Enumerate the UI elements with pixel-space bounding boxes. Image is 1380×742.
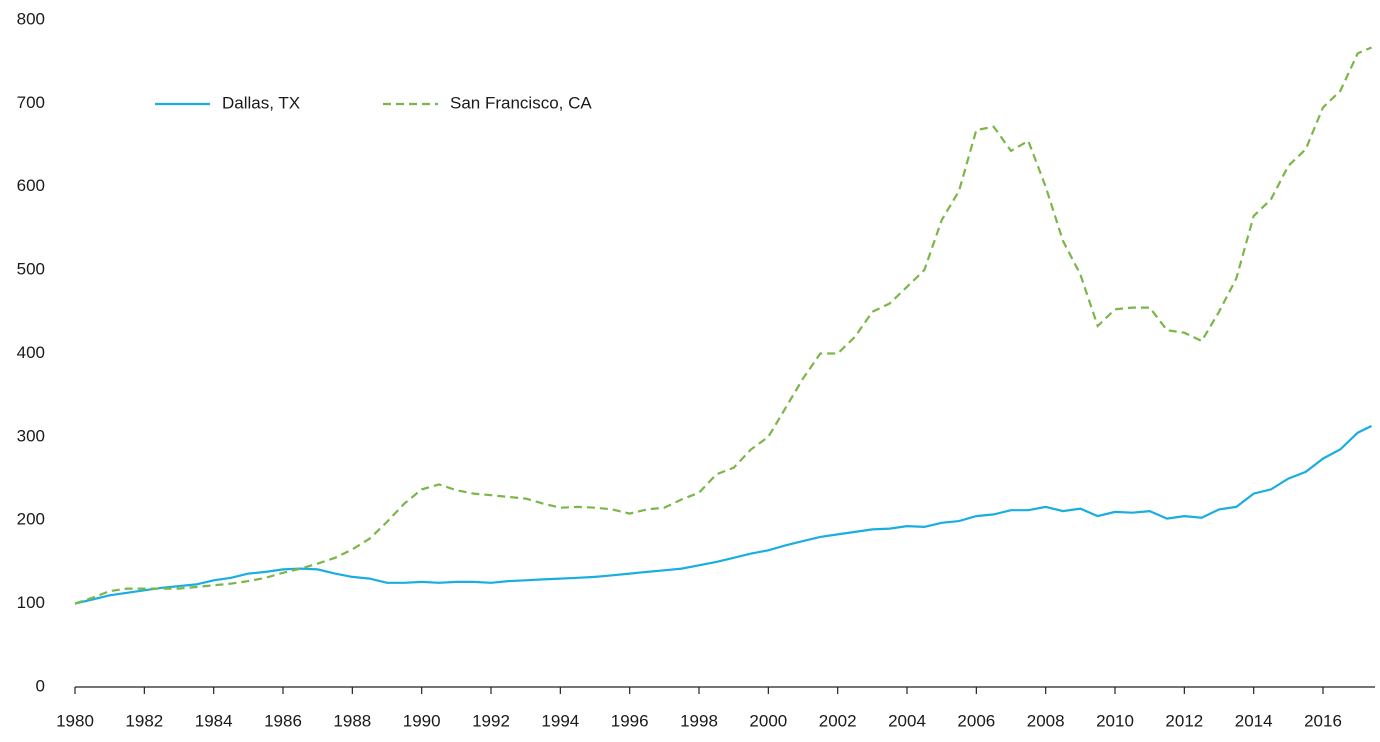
x-tick-label: 1988	[333, 711, 371, 730]
legend-label: San Francisco, CA	[450, 93, 592, 112]
series-line	[74, 46, 1372, 605]
x-tick-label: 1994	[541, 711, 579, 730]
x-tick-label: 2010	[1096, 711, 1134, 730]
x-tick-label: 1984	[195, 711, 233, 730]
x-tick-label: 2004	[888, 711, 926, 730]
x-tick-label: 2016	[1304, 711, 1342, 730]
x-tick-label: 1986	[264, 711, 302, 730]
x-tick-label: 2000	[749, 711, 787, 730]
y-tick-label: 400	[17, 343, 45, 362]
y-tick-label: 800	[17, 9, 45, 28]
y-tick-label: 600	[17, 176, 45, 195]
y-tick-label: 500	[17, 260, 45, 279]
y-tick-label: 300	[17, 426, 45, 445]
x-tick-label: 1990	[403, 711, 441, 730]
y-tick-label: 200	[17, 510, 45, 529]
y-tick-label: 0	[36, 676, 45, 695]
y-tick-label: 700	[17, 93, 45, 112]
x-tick-label: 2002	[819, 711, 857, 730]
x-tick-label: 2006	[957, 711, 995, 730]
x-tick-label: 1996	[611, 711, 649, 730]
x-tick-label: 2012	[1165, 711, 1203, 730]
legend-label: Dallas, TX	[222, 93, 300, 112]
x-tick-label: 1992	[472, 711, 510, 730]
x-tick-label: 1982	[125, 711, 163, 730]
x-tick-label: 1980	[56, 711, 94, 730]
x-tick-label: 2008	[1027, 711, 1065, 730]
x-tick-label: 1998	[680, 711, 718, 730]
x-tick-label: 2014	[1235, 711, 1273, 730]
y-tick-label: 100	[17, 593, 45, 612]
series-line	[74, 425, 1372, 605]
